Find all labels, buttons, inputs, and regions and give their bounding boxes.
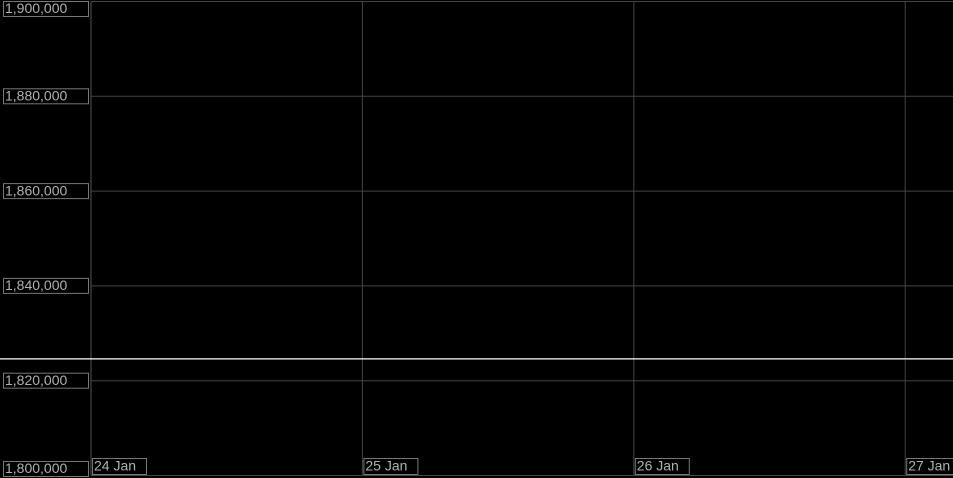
y-tick-label: 1,880,000 <box>5 88 67 104</box>
y-tick-label: 1,900,000 <box>5 0 67 16</box>
x-tick-label-box <box>906 458 953 475</box>
x-tick-label: 26 Jan <box>637 458 679 474</box>
y-tick-label: 1,800,000 <box>5 460 67 476</box>
y-tick-label-box <box>3 1 89 17</box>
y-tick-label-box <box>3 88 89 105</box>
x-tick-label-box <box>363 458 419 475</box>
y-tick-label-box <box>3 461 89 477</box>
x-tick-label: 25 Jan <box>365 458 407 474</box>
x-tick-label-box <box>92 458 147 475</box>
y-tick-label: 1,840,000 <box>5 277 67 293</box>
x-tick-label: 27 Jan <box>908 458 950 474</box>
y-tick-label: 1,820,000 <box>5 372 67 388</box>
y-tick-label-box <box>3 372 89 389</box>
y-tick-label-box <box>3 277 89 294</box>
y-tick-label: 1,860,000 <box>5 182 67 198</box>
x-tick-label: 24 Jan <box>94 458 136 474</box>
x-tick-label-box <box>634 458 690 475</box>
y-tick-label-box <box>3 183 89 200</box>
